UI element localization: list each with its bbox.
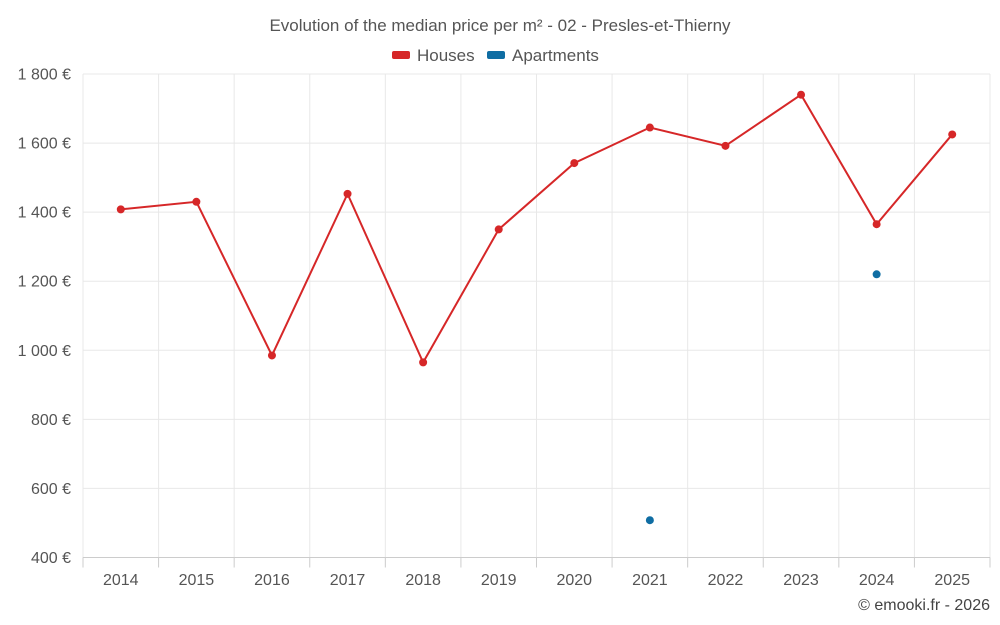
x-tick-label: 2023 xyxy=(783,572,819,589)
data-point[interactable] xyxy=(721,141,730,150)
y-tick-label: 800 € xyxy=(31,412,71,429)
legend-swatch xyxy=(487,51,505,59)
data-point[interactable] xyxy=(267,351,276,360)
series-line xyxy=(120,93,953,365)
x-tick-label: 2025 xyxy=(934,572,970,589)
legend-label: Houses xyxy=(417,46,475,65)
y-tick-label: 1 000 € xyxy=(18,343,71,360)
data-point[interactable] xyxy=(116,205,125,214)
x-axis-labels: 2014 2015 2016 2017 2018 2019 2020 2021 2022 2023… xyxy=(103,572,970,589)
x-tick-label: 2021 xyxy=(632,572,668,589)
data-point[interactable] xyxy=(192,197,201,206)
x-tick-label: 2016 xyxy=(254,572,290,589)
x-tick-label: 2022 xyxy=(708,572,744,589)
x-tick-label: 2015 xyxy=(179,572,215,589)
x-tick-label: 2018 xyxy=(405,572,441,589)
x-tick-label: 2014 xyxy=(103,572,139,589)
legend-label: Apartments xyxy=(512,46,599,65)
data-point[interactable] xyxy=(797,90,806,99)
x-tick-label: 2024 xyxy=(859,572,895,589)
legend-item-apartments[interactable]: Apartments xyxy=(487,46,599,65)
x-gridlines xyxy=(82,74,991,558)
legend[interactable]: Houses Apartments xyxy=(392,46,599,65)
x-tick-label: 2020 xyxy=(556,572,592,589)
data-point[interactable] xyxy=(570,159,579,168)
y-tick-label: 1 800 € xyxy=(18,67,71,84)
data-point[interactable] xyxy=(872,220,881,229)
y-tick-label: 1 600 € xyxy=(18,136,71,153)
y-axis-labels: 400 € 600 € 800 € 1 000 € 1 200 € 1 400 € 1 60… xyxy=(18,67,71,568)
legend-swatch xyxy=(392,51,410,59)
data-point[interactable] xyxy=(343,189,352,198)
chart-title: Evolution of the median price per m² - 0… xyxy=(269,16,731,35)
x-tick-label: 2017 xyxy=(330,572,366,589)
data-point[interactable] xyxy=(645,516,654,525)
x-tick-label: 2019 xyxy=(481,572,517,589)
data-point[interactable] xyxy=(948,130,957,139)
data-point[interactable] xyxy=(645,123,654,132)
data-point[interactable] xyxy=(872,270,881,279)
series-apartments[interactable] xyxy=(645,270,881,525)
y-tick-label: 1 400 € xyxy=(18,205,71,222)
y-tick-label: 400 € xyxy=(31,550,71,567)
x-axis-ticks xyxy=(82,557,991,568)
data-point[interactable] xyxy=(494,225,503,234)
credit-text: © emooki.fr - 2026 xyxy=(858,597,990,614)
y-tick-label: 600 € xyxy=(31,481,71,498)
data-point[interactable] xyxy=(419,358,428,367)
y-tick-label: 1 200 € xyxy=(18,274,71,291)
plot-area xyxy=(116,90,957,525)
legend-item-houses[interactable]: Houses xyxy=(392,46,475,65)
series-houses[interactable] xyxy=(116,90,957,367)
